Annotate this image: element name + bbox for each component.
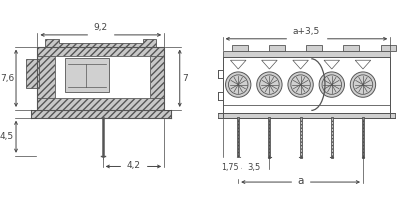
Circle shape [288, 72, 313, 97]
Polygon shape [230, 60, 246, 69]
Text: 3,5: 3,5 [247, 163, 260, 172]
Circle shape [228, 75, 248, 94]
Bar [38, 47, 164, 56]
Bar [31, 110, 171, 118]
Bar [223, 51, 390, 57]
Text: a+3,5: a+3,5 [293, 27, 320, 36]
Polygon shape [293, 60, 308, 69]
Text: 9,2: 9,2 [94, 23, 108, 32]
Circle shape [291, 75, 310, 94]
Circle shape [322, 75, 342, 94]
Circle shape [319, 72, 344, 97]
Bar [150, 47, 164, 110]
Text: 7: 7 [183, 74, 188, 83]
Bar [344, 45, 359, 51]
Circle shape [226, 72, 251, 97]
Polygon shape [324, 60, 340, 69]
Text: 4,5: 4,5 [0, 132, 14, 141]
Bar [270, 45, 285, 51]
Circle shape [353, 75, 373, 94]
Polygon shape [45, 39, 156, 47]
Bar [55, 56, 150, 98]
Text: 7,6: 7,6 [0, 74, 14, 83]
Bar [306, 45, 322, 51]
Bar [218, 92, 223, 100]
Bar [223, 57, 390, 115]
Bar [38, 47, 55, 110]
Text: 1,75: 1,75 [222, 163, 239, 172]
Bar [38, 98, 164, 110]
Polygon shape [262, 60, 277, 69]
Polygon shape [355, 60, 371, 69]
Bar [218, 113, 395, 118]
Circle shape [257, 72, 282, 97]
Text: a: a [298, 176, 304, 186]
Bar [380, 45, 396, 51]
Bar [232, 45, 248, 51]
Bar [26, 59, 40, 89]
Circle shape [260, 75, 279, 94]
Bar [65, 58, 109, 92]
Bar [218, 70, 223, 78]
Text: 4,2: 4,2 [126, 161, 140, 170]
Circle shape [350, 72, 376, 97]
